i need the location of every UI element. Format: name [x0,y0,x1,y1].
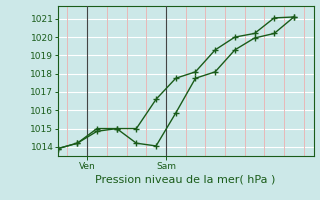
X-axis label: Pression niveau de la mer( hPa ): Pression niveau de la mer( hPa ) [95,175,276,185]
